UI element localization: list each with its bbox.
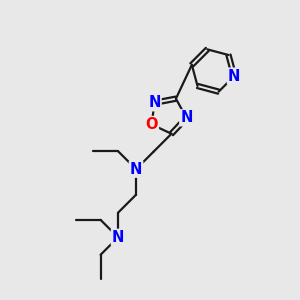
Text: N: N	[228, 69, 240, 84]
Text: N: N	[148, 95, 160, 110]
Text: O: O	[146, 117, 158, 132]
Text: N: N	[180, 110, 193, 125]
Text: N: N	[112, 230, 124, 245]
Text: N: N	[130, 162, 142, 177]
